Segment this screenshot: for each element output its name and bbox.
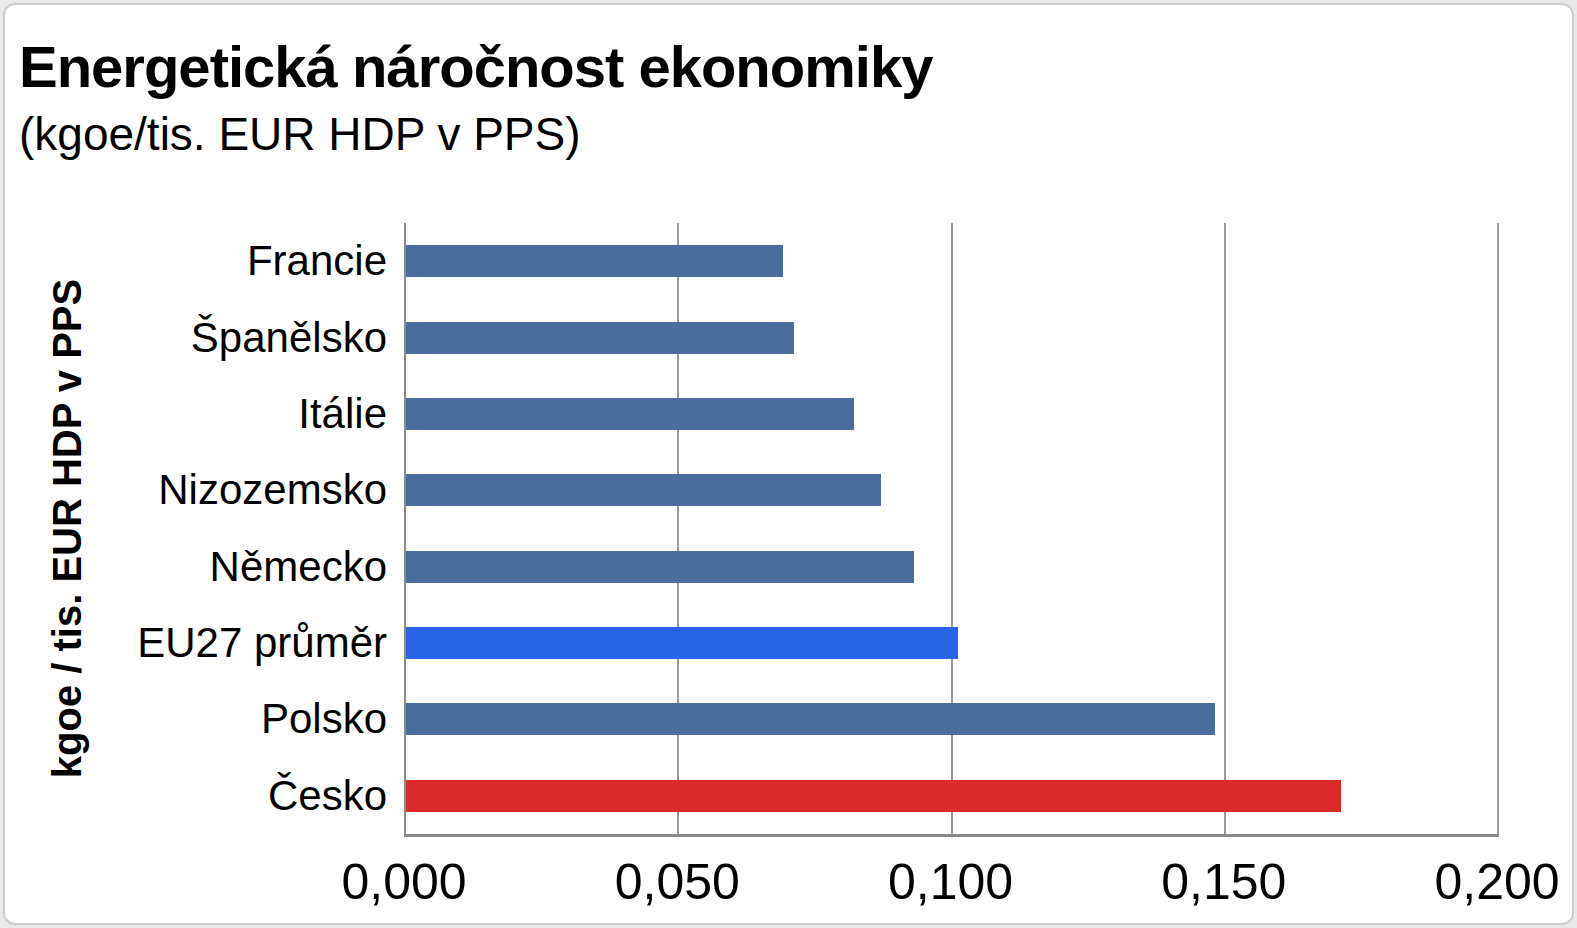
x-tick-label: 0,050 [615,853,740,911]
plot-area [404,223,1499,837]
x-tick-label: 0,000 [341,853,466,911]
chart-bar [406,703,1215,735]
x-tick-label: 0,200 [1434,853,1559,911]
x-tick-label: 0,100 [888,853,1013,911]
chart-bar [406,322,794,354]
gridline [951,223,953,834]
chart-bar [406,245,783,277]
category-label: Polsko [5,681,387,757]
chart-panel: Energetická náročnost ekonomiky (kgoe/ti… [3,3,1574,925]
category-label: EU27 průměr [5,605,387,681]
chart-bar [406,551,914,583]
category-label: Španělsko [5,299,387,375]
category-label: Itálie [5,376,387,452]
category-label: Německo [5,529,387,605]
category-label: Nizozemsko [5,452,387,528]
gridline [1224,223,1226,834]
gridline [1497,223,1499,834]
chart-subtitle: (kgoe/tis. EUR HDP v PPS) [19,107,581,161]
category-label: Česko [5,758,387,834]
chart-title: Energetická náročnost ekonomiky [19,33,932,100]
category-label: Francie [5,223,387,299]
x-tick-label: 0,150 [1161,853,1286,911]
chart-bar [406,474,881,506]
category-labels: FrancieŠpanělskoItálieNizozemskoNěmeckoE… [5,223,387,834]
x-axis-ticks: 0,0000,0500,1000,1500,200 [404,853,1497,913]
chart-bar [406,780,1341,812]
gridline [677,223,679,834]
chart-bar [406,398,854,430]
chart-bar [406,627,958,659]
